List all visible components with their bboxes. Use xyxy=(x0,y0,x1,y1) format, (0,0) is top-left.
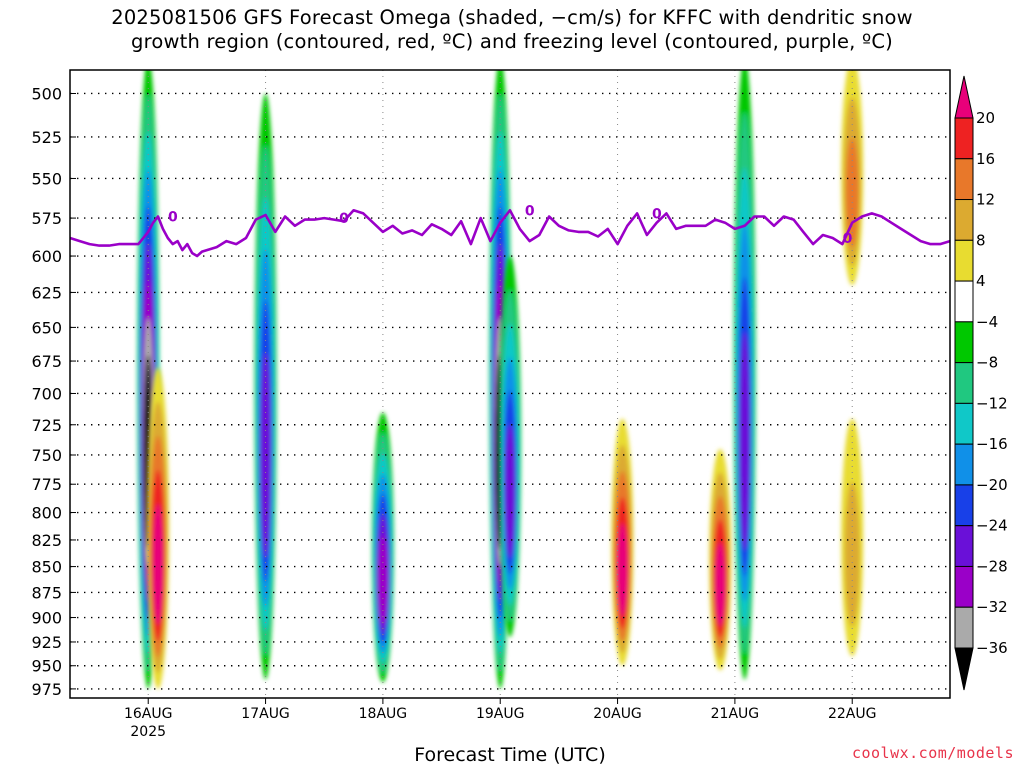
omega-cell-level xyxy=(377,535,388,625)
freezing-level-label: 0 xyxy=(339,211,349,227)
y-tick-label: 850 xyxy=(31,558,62,577)
colorbar-swatch xyxy=(954,402,974,445)
omega-shading xyxy=(137,70,864,689)
x-tick-label: 22AUG xyxy=(828,706,877,722)
colorbar-swatch xyxy=(954,239,974,282)
colorbar-label: −32 xyxy=(976,598,1008,616)
x-tick-sublabel: 2025 xyxy=(130,724,166,740)
colorbar-label: 4 xyxy=(976,272,986,290)
y-tick-label: 825 xyxy=(31,531,62,550)
y-tick-label: 900 xyxy=(31,609,62,628)
x-tick-label: 19AUG xyxy=(476,706,525,722)
title-line-2: growth region (contoured, red, ºC) and f… xyxy=(131,30,893,53)
colorbar-label: 12 xyxy=(976,191,995,209)
omega-cell-level xyxy=(844,481,860,627)
omega-cell xyxy=(147,367,169,689)
colorbar-swatch xyxy=(954,525,974,567)
freezing-level-label: 0 xyxy=(652,206,662,222)
colorbar-label: −12 xyxy=(976,394,1008,412)
y-tick-label: 700 xyxy=(31,384,62,403)
y-tick-label: 550 xyxy=(31,169,62,188)
freezing-level-contour: 0 0 0 0 0 xyxy=(69,203,951,258)
colorbar-label: −8 xyxy=(976,354,998,372)
y-tick-label: 575 xyxy=(31,209,62,228)
omega-cell xyxy=(733,70,756,680)
y-tick-label: 650 xyxy=(31,318,62,337)
colorbar-label: 20 xyxy=(976,109,995,127)
omega-cell-level xyxy=(714,542,726,627)
y-tick-label: 675 xyxy=(31,352,62,371)
title-line-1: 2025081506 GFS Forecast Omega (shaded, −… xyxy=(111,6,913,29)
colorbar-label: −16 xyxy=(976,435,1008,453)
colorbar-label: 8 xyxy=(976,231,986,249)
colorbar-label: −20 xyxy=(976,476,1008,494)
colorbar-label: −28 xyxy=(976,557,1008,575)
omega-cell xyxy=(709,449,732,671)
colorbar-swatch xyxy=(954,158,974,201)
y-tick-label: 725 xyxy=(31,416,62,435)
x-axis-label: Forecast Time (UTC) xyxy=(414,744,606,766)
omega-cell-level xyxy=(617,523,628,617)
y-tick-label: 975 xyxy=(31,680,62,699)
omega-cell-level xyxy=(260,352,271,558)
freezing-level-label: 0 xyxy=(525,203,535,219)
plot-frame xyxy=(69,69,951,699)
y-axis-ticks: 500 525 550 575 600 625 650 675 700 725 750 775 800 8… xyxy=(31,84,76,699)
colorbar-label: 16 xyxy=(976,150,995,168)
x-tick-label: 20AUG xyxy=(593,706,642,722)
y-tick-label: 750 xyxy=(31,446,62,465)
omega-cell-level xyxy=(152,503,164,625)
chart-title: 2025081506 GFS Forecast Omega (shaded, −… xyxy=(0,6,1024,54)
credit-link[interactable]: coolwx.com/models xyxy=(851,744,1014,762)
y-tick-label: 625 xyxy=(31,283,62,302)
colorbar-label: −24 xyxy=(976,517,1008,535)
y-tick-label: 950 xyxy=(31,657,62,676)
y-tick-label: 500 xyxy=(31,84,62,103)
omega-cell xyxy=(841,418,864,657)
freezing-level-line xyxy=(69,209,951,258)
colorbar-swatch xyxy=(954,606,974,649)
y-tick-label: 875 xyxy=(31,583,62,602)
colorbar-swatch xyxy=(954,280,974,323)
y-tick-label: 525 xyxy=(31,128,62,147)
omega-cell xyxy=(611,418,634,666)
omega-cell-level xyxy=(504,424,516,558)
x-axis-ticks: 16AUG 2025 17AUG 18AUG 19AUG 20AUG 21AUG 22AUG xyxy=(124,698,877,740)
omega-cell xyxy=(371,412,394,683)
omega-cell-level xyxy=(739,332,750,551)
y-tick-label: 600 xyxy=(31,247,62,266)
freezing-level-label: 0 xyxy=(168,210,178,226)
colorbar-swatch xyxy=(954,75,974,119)
colorbar-swatch xyxy=(954,484,974,527)
y-tick-label: 800 xyxy=(31,504,62,523)
colorbar-swatch xyxy=(954,565,974,608)
y-tick-label: 775 xyxy=(31,475,62,494)
omega-cell xyxy=(254,93,277,680)
x-tick-label: 16AUG xyxy=(124,706,173,722)
y-tick-label: 925 xyxy=(31,633,62,652)
x-tick-label: 21AUG xyxy=(711,706,760,722)
colorbar-label: −36 xyxy=(976,639,1008,657)
colorbar-swatch xyxy=(954,362,974,404)
colorbar: 20 16 12 8 4 −4 −8 −12 −16 −20 −24 −28 −32 −36 xyxy=(954,75,1008,691)
colorbar-swatch xyxy=(954,647,974,691)
omega-cell xyxy=(841,70,864,286)
omega-cell xyxy=(499,256,521,638)
colorbar-swatch xyxy=(954,117,974,160)
x-tick-label: 18AUG xyxy=(359,706,408,722)
colorbar-label: −4 xyxy=(976,313,998,331)
freezing-level-label: 0 xyxy=(843,231,853,247)
colorbar-swatch xyxy=(954,199,974,241)
colorbar-swatch xyxy=(954,443,974,486)
colorbar-swatch xyxy=(954,321,974,364)
x-tick-label: 17AUG xyxy=(241,706,290,722)
